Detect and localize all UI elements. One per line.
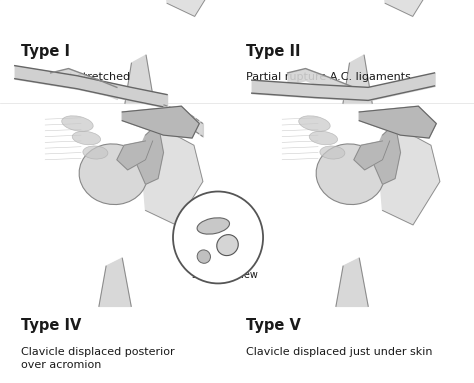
Text: Type V: Type V <box>246 318 301 333</box>
Ellipse shape <box>79 144 147 205</box>
Polygon shape <box>343 55 372 103</box>
Polygon shape <box>117 141 153 170</box>
Text: Type I: Type I <box>21 44 70 59</box>
Polygon shape <box>162 0 219 16</box>
Polygon shape <box>135 124 164 184</box>
Ellipse shape <box>316 144 384 205</box>
Ellipse shape <box>217 235 238 255</box>
Text: Partial rupture A.C. ligaments: Partial rupture A.C. ligaments <box>246 72 411 82</box>
Polygon shape <box>336 258 368 306</box>
Text: Ligament stretched: Ligament stretched <box>21 72 130 82</box>
Polygon shape <box>140 131 203 225</box>
Polygon shape <box>354 141 390 170</box>
Text: superior view: superior view <box>192 270 258 280</box>
Text: Clavicle displaced posterior
over acromion: Clavicle displaced posterior over acromi… <box>21 347 175 370</box>
Ellipse shape <box>197 250 210 263</box>
Polygon shape <box>122 106 199 138</box>
Polygon shape <box>125 55 154 103</box>
Text: Type II: Type II <box>246 44 301 59</box>
Text: Clavicle displaced just under skin: Clavicle displaced just under skin <box>246 347 433 357</box>
Polygon shape <box>377 131 440 225</box>
Ellipse shape <box>83 146 108 159</box>
Polygon shape <box>372 124 401 184</box>
Ellipse shape <box>197 218 229 234</box>
Text: Type IV: Type IV <box>21 318 82 333</box>
Polygon shape <box>380 0 437 16</box>
Polygon shape <box>99 258 131 306</box>
Ellipse shape <box>173 192 263 283</box>
Ellipse shape <box>320 146 345 159</box>
Ellipse shape <box>62 116 93 131</box>
Ellipse shape <box>309 131 337 145</box>
Polygon shape <box>359 106 436 138</box>
Ellipse shape <box>299 116 330 131</box>
Ellipse shape <box>72 131 100 145</box>
